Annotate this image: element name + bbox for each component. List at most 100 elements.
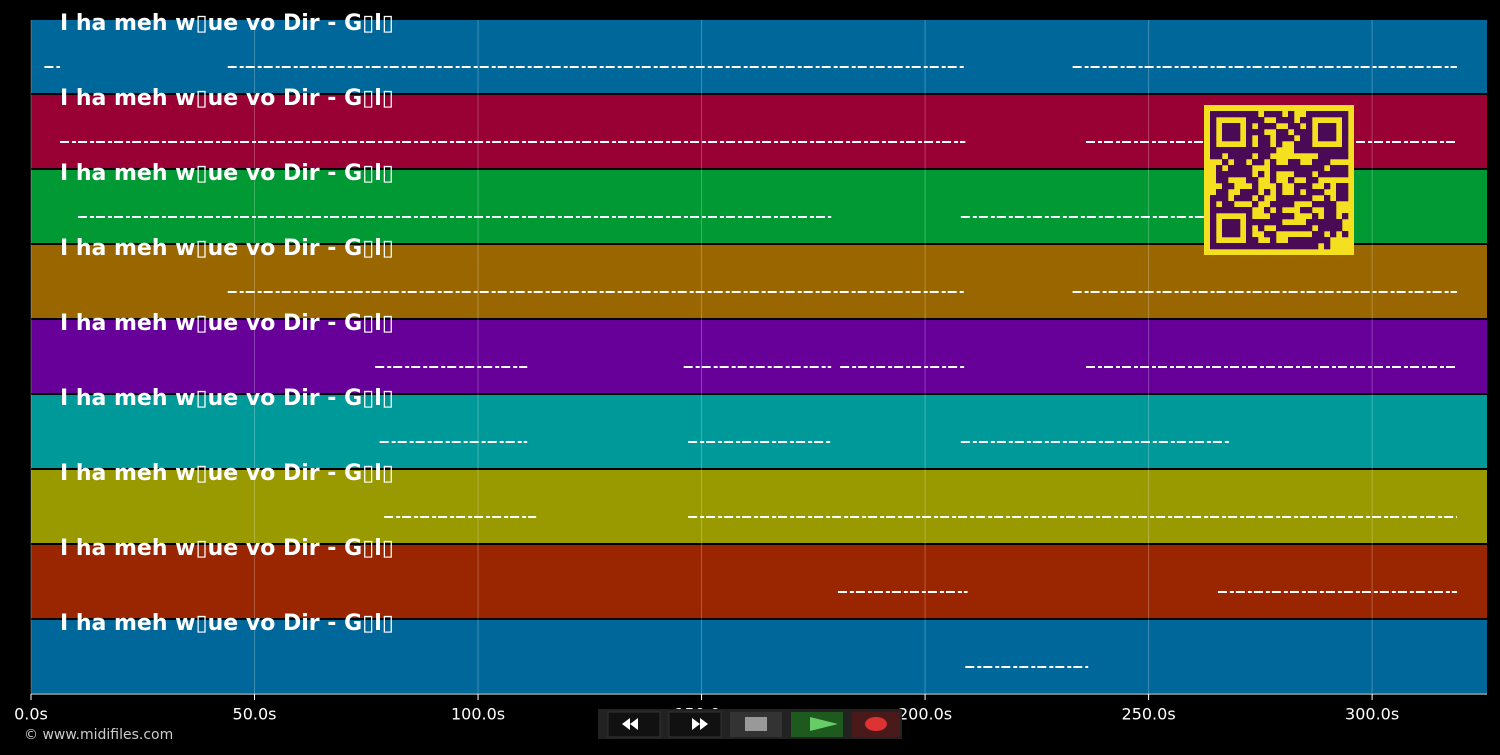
qr-cell <box>1342 231 1349 238</box>
qr-cell <box>1246 213 1253 220</box>
qr-cell <box>1342 213 1349 220</box>
qr-cell <box>1222 243 1229 250</box>
forward-button[interactable] <box>668 711 722 738</box>
qr-cell <box>1288 117 1295 124</box>
qr-cell <box>1288 123 1295 130</box>
qr-cell <box>1210 201 1217 208</box>
qr-cell <box>1210 129 1217 136</box>
qr-cell <box>1276 225 1283 232</box>
qr-cell <box>1330 171 1337 178</box>
qr-cell <box>1222 111 1229 118</box>
track-band <box>31 20 1487 93</box>
qr-cell <box>1222 183 1229 190</box>
qr-cell <box>1210 225 1217 232</box>
qr-cell <box>1342 147 1349 154</box>
qr-cell <box>1222 225 1229 232</box>
qr-cell <box>1282 213 1289 220</box>
qr-cell <box>1210 195 1217 202</box>
qr-cell <box>1324 135 1331 142</box>
record-button[interactable] <box>852 712 900 737</box>
qr-cell <box>1246 219 1253 226</box>
qr-cell <box>1234 135 1241 142</box>
qr-cell <box>1294 141 1301 148</box>
qr-cell <box>1216 153 1223 160</box>
qr-cell <box>1246 135 1253 142</box>
qr-cell <box>1342 135 1349 142</box>
qr-cell <box>1222 123 1229 130</box>
qr-cell <box>1228 129 1235 136</box>
qr-cell <box>1216 111 1223 118</box>
qr-cell <box>1318 201 1325 208</box>
qr-cell <box>1252 147 1259 154</box>
rewind-button[interactable] <box>607 711 661 738</box>
qr-cell <box>1306 243 1313 250</box>
qr-cell <box>1222 177 1229 184</box>
qr-cell <box>1258 147 1265 154</box>
qr-cell <box>1342 123 1349 130</box>
qr-cell <box>1330 123 1337 130</box>
qr-cell <box>1312 159 1319 166</box>
qr-cell <box>1216 243 1223 250</box>
qr-cell <box>1306 177 1313 184</box>
qr-cell <box>1270 177 1277 184</box>
qr-cell <box>1252 129 1259 136</box>
qr-cell <box>1240 153 1247 160</box>
qr-cell <box>1342 189 1349 196</box>
qr-cell <box>1246 225 1253 232</box>
play-button[interactable] <box>791 712 843 737</box>
track-label: I ha meh w▯ue vo Dir - G▯l▯ <box>60 536 394 561</box>
qr-cell <box>1240 195 1247 202</box>
qr-cell <box>1336 153 1343 160</box>
qr-cell <box>1300 207 1307 214</box>
x-tick-label: 100.0s <box>451 705 505 724</box>
x-tick-label: 200.0s <box>898 705 952 724</box>
qr-cell <box>1288 201 1295 208</box>
qr-cell <box>1210 147 1217 154</box>
qr-cell <box>1342 111 1349 118</box>
controls <box>598 709 902 739</box>
qr-cell <box>1300 129 1307 136</box>
qr-cell <box>1276 117 1283 124</box>
qr-cell <box>1288 135 1295 142</box>
qr-cell <box>1252 201 1259 208</box>
qr-cell <box>1294 159 1301 166</box>
qr-cell <box>1264 219 1271 226</box>
qr-cell <box>1258 135 1265 142</box>
qr-cell <box>1240 147 1247 154</box>
qr-cell <box>1210 207 1217 214</box>
qr-cell <box>1312 165 1319 172</box>
qr-cell <box>1288 177 1295 184</box>
track-label: I ha meh w▯ue vo Dir - G▯l▯ <box>60 11 394 36</box>
qr-cell <box>1258 219 1265 226</box>
qr-cell <box>1312 231 1319 238</box>
qr-cell <box>1276 201 1283 208</box>
qr-cell <box>1246 177 1253 184</box>
qr-cell <box>1210 237 1217 244</box>
qr-cell <box>1276 141 1283 148</box>
qr-cell <box>1228 243 1235 250</box>
qr-cell <box>1270 219 1277 226</box>
qr-cell <box>1306 111 1313 118</box>
stop-button[interactable] <box>730 712 782 737</box>
qr-cell <box>1264 153 1271 160</box>
qr-cell <box>1270 243 1277 250</box>
qr-cell <box>1264 243 1271 250</box>
qr-cell <box>1234 111 1241 118</box>
qr-cell <box>1210 141 1217 148</box>
qr-cell <box>1318 129 1325 136</box>
qr-cell <box>1342 117 1349 124</box>
qr-cell <box>1228 111 1235 118</box>
qr-cell <box>1330 165 1337 172</box>
qr-cell <box>1294 243 1301 250</box>
qr-cell <box>1312 111 1319 118</box>
qr-cell <box>1228 231 1235 238</box>
qr-cell <box>1336 189 1343 196</box>
qr-cell <box>1216 177 1223 184</box>
qr-cell <box>1246 165 1253 172</box>
qr-cell <box>1312 243 1319 250</box>
qr-cell <box>1306 123 1313 130</box>
qr-cell <box>1270 237 1277 244</box>
qr-cell <box>1300 225 1307 232</box>
qr-cell <box>1228 207 1235 214</box>
qr-cell <box>1234 165 1241 172</box>
